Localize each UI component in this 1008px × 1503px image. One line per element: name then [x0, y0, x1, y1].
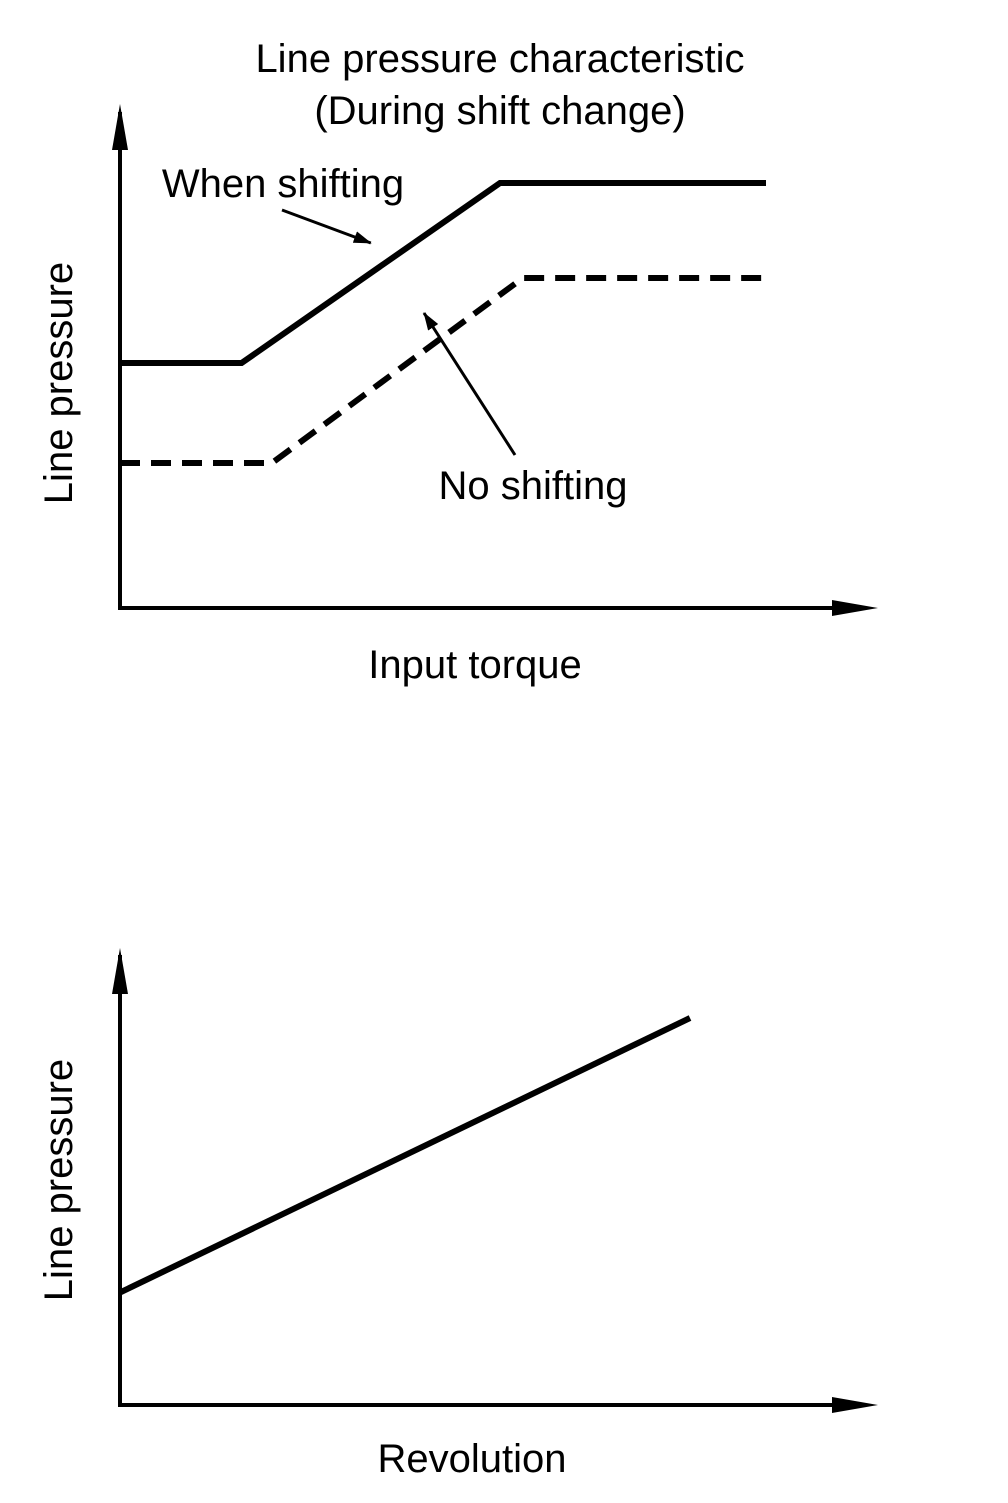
- chart-2-x-axis-label: Revolution: [377, 1437, 566, 1481]
- annotation-no-shifting: No shifting: [439, 464, 628, 508]
- chart-1: Line pressure characteristic (During shi…: [37, 37, 878, 687]
- chart-2-series-series-1: [118, 1015, 692, 1296]
- annotation-no-shifting-arrow: [422, 312, 517, 456]
- chart-2-axes: [112, 948, 878, 1413]
- annotation-when-shifting-arrow: [281, 208, 372, 245]
- chart-1-x-axis-arrow: [832, 600, 878, 616]
- chart-2-series: [118, 1015, 692, 1296]
- chart-2: Line pressure Revolution: [37, 948, 878, 1481]
- annotation-when-shifting: When shifting: [162, 162, 404, 206]
- chart-1-series-when-shifting: [120, 180, 766, 366]
- chart-1-annotations: When shifting No shifting: [162, 162, 628, 508]
- chart-1-subtitle: (During shift change): [314, 89, 685, 133]
- chart-1-series: [120, 180, 766, 466]
- chart-1-x-axis-label: Input torque: [368, 643, 582, 687]
- chart-1-y-axis-label: Line pressure: [37, 262, 81, 504]
- chart-1-y-axis-arrow: [112, 104, 128, 150]
- chart-2-y-axis-arrow: [112, 948, 128, 994]
- chart-2-x-axis-arrow: [832, 1397, 878, 1413]
- chart-2-y-axis-label: Line pressure: [37, 1059, 81, 1301]
- chart-1-title: Line pressure characteristic: [255, 37, 744, 81]
- chart-1-series-no-shifting: [120, 275, 766, 466]
